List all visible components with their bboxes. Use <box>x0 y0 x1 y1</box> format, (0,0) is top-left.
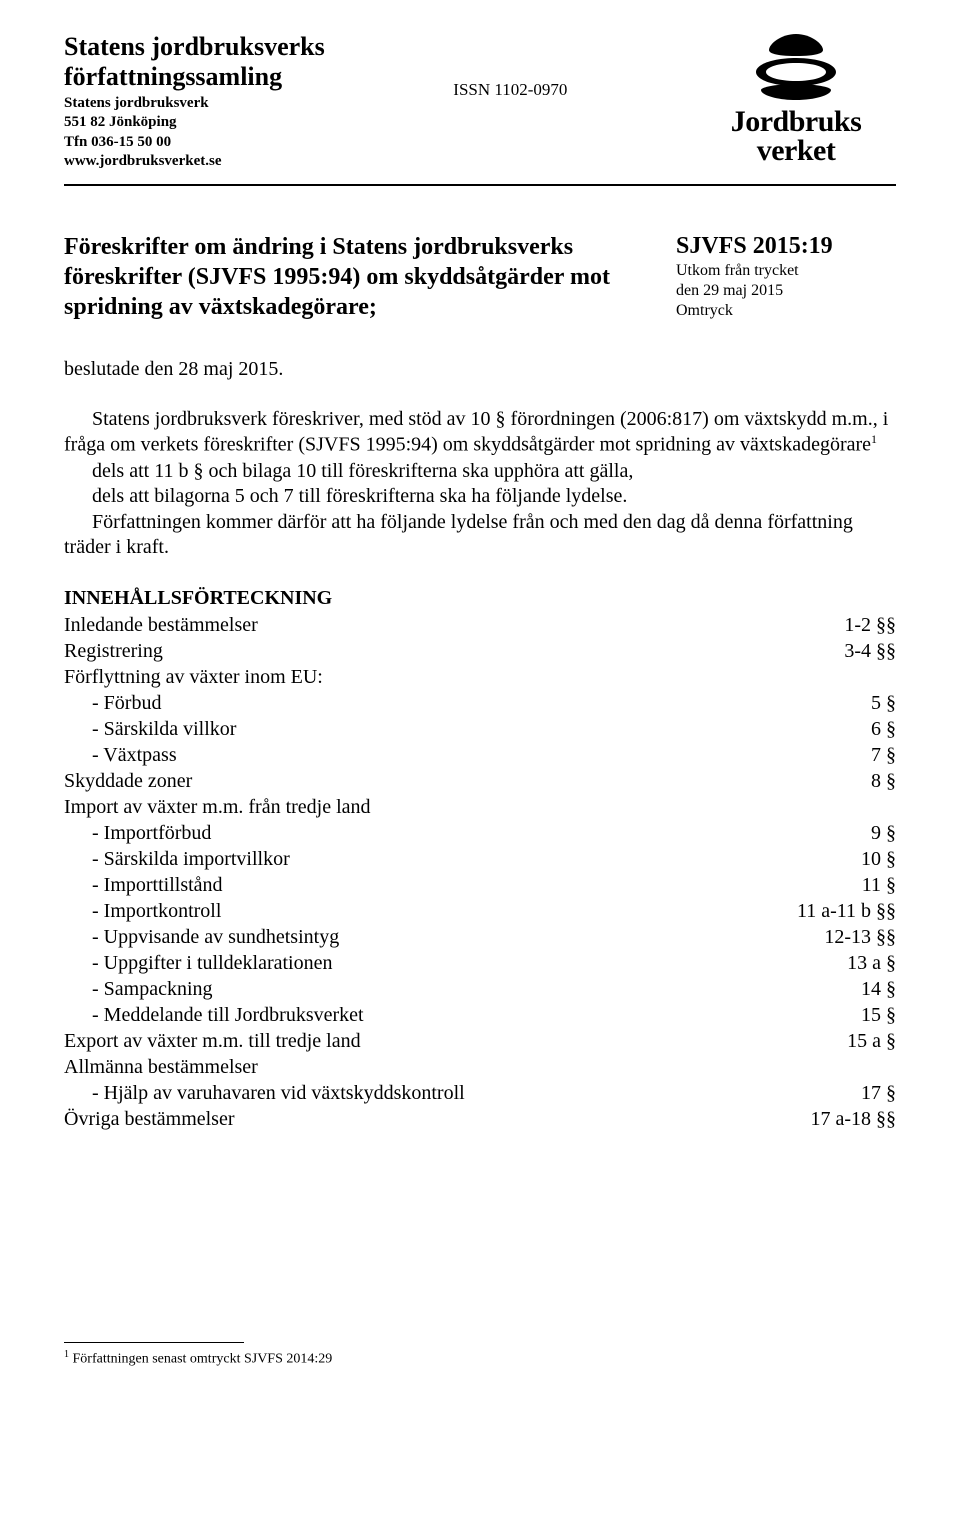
decided-line: beslutade den 28 maj 2015. <box>64 358 896 381</box>
org-title: Statens jordbruksverks författningssamli… <box>64 32 325 92</box>
jordbruksverket-logo-icon <box>741 32 851 102</box>
toc-ref: 17 § <box>845 1080 896 1106</box>
toc-row: - Uppvisande av sundhetsintyg12-13 §§ <box>64 924 896 950</box>
body-text: Statens jordbruksverk föreskriver, med s… <box>64 407 896 561</box>
document-id: SJVFS 2015:19 <box>676 232 896 261</box>
toc-label: - Uppgifter i tulldeklarationen <box>64 950 831 976</box>
issn: ISSN 1102-0970 <box>325 32 696 100</box>
toc-row: - Särskilda importvillkor10 § <box>64 846 896 872</box>
toc-ref: 12-13 §§ <box>808 924 896 950</box>
body-paragraph: Författningen kommer därför att ha följa… <box>64 510 896 561</box>
org-title-line2: författningssamling <box>64 62 282 91</box>
address-line: 551 82 Jönköping <box>64 113 325 133</box>
toc-ref: 15 a § <box>831 1028 896 1054</box>
toc-label: - Importkontroll <box>64 898 781 924</box>
logo-text: Jordbruks verket <box>696 108 896 165</box>
footnote-marker: 1 <box>871 432 877 446</box>
toc-ref: 10 § <box>845 846 896 872</box>
toc-ref: 1-2 §§ <box>828 612 896 638</box>
toc-label: Förflyttning av växter inom EU: <box>64 664 896 690</box>
page: Statens jordbruksverks författningssamli… <box>0 0 960 1408</box>
document-title: Föreskrifter om ändring i Statens jordbr… <box>64 232 624 322</box>
body-p1-text: Statens jordbruksverk föreskriver, med s… <box>64 408 888 456</box>
divider <box>64 184 896 186</box>
toc-ref: 14 § <box>845 976 896 1002</box>
footnote-rule <box>64 1342 244 1343</box>
toc-label: - Importförbud <box>64 820 855 846</box>
toc-label: - Hjälp av varuhavaren vid växtskyddskon… <box>64 1080 845 1106</box>
toc-ref: 9 § <box>855 820 896 846</box>
toc-row: - Särskilda villkor6 § <box>64 716 896 742</box>
toc-ref: 5 § <box>855 690 896 716</box>
toc-label: Skyddade zoner <box>64 768 855 794</box>
toc-row: - Meddelande till Jordbruksverket15 § <box>64 1002 896 1028</box>
toc-label: - Sampackning <box>64 976 845 1002</box>
toc-title: INNEHÅLLSFÖRTECKNING <box>64 587 896 610</box>
toc-ref: 11 a-11 b §§ <box>781 898 896 924</box>
toc-label: - Särskilda villkor <box>64 716 855 742</box>
body-paragraph: dels att 11 b § och bilaga 10 till föres… <box>64 459 896 485</box>
toc-ref: 3-4 §§ <box>828 638 896 664</box>
toc-row: - Hjälp av varuhavaren vid växtskyddskon… <box>64 1080 896 1106</box>
toc-row: Import av växter m.m. från tredje land <box>64 794 896 820</box>
footnote-text: Författningen senast omtryckt SJVFS 2014… <box>69 1352 332 1367</box>
toc-label: - Förbud <box>64 690 855 716</box>
toc-row: Skyddade zoner8 § <box>64 768 896 794</box>
address-line: Tfn 036-15 50 00 <box>64 133 325 153</box>
toc-label: Import av växter m.m. från tredje land <box>64 794 896 820</box>
toc-row: Inledande bestämmelser1-2 §§ <box>64 612 896 638</box>
address-block: Statens jordbruksverk 551 82 Jönköping T… <box>64 94 325 172</box>
toc-row: - Importtillstånd11 § <box>64 872 896 898</box>
toc-row: Export av växter m.m. till tredje land15… <box>64 1028 896 1054</box>
toc-row: Förflyttning av växter inom EU: <box>64 664 896 690</box>
toc-label: - Särskilda importvillkor <box>64 846 845 872</box>
title-row: Föreskrifter om ändring i Statens jordbr… <box>64 232 896 322</box>
toc-ref: 17 a-18 §§ <box>794 1106 896 1132</box>
toc-ref: 8 § <box>855 768 896 794</box>
toc-row: Registrering3-4 §§ <box>64 638 896 664</box>
toc-label: Inledande bestämmelser <box>64 612 828 638</box>
address-line: www.jordbruksverket.se <box>64 152 325 172</box>
logo-text-line2: verket <box>757 134 836 167</box>
toc-label: - Importtillstånd <box>64 872 846 898</box>
toc-ref: 7 § <box>855 742 896 768</box>
toc-ref: 13 a § <box>831 950 896 976</box>
toc: Inledande bestämmelser1-2 §§Registrering… <box>64 612 896 1132</box>
header: Statens jordbruksverks författningssamli… <box>64 32 896 172</box>
toc-row: - Växtpass7 § <box>64 742 896 768</box>
toc-label: Övriga bestämmelser <box>64 1106 794 1132</box>
toc-label: - Uppvisande av sundhetsintyg <box>64 924 808 950</box>
issued-line: den 29 maj 2015 <box>676 281 896 301</box>
toc-row: - Importkontroll11 a-11 b §§ <box>64 898 896 924</box>
toc-row: Allmänna bestämmelser <box>64 1054 896 1080</box>
issued-line: Utkom från trycket <box>676 261 896 281</box>
header-left: Statens jordbruksverks författningssamli… <box>64 32 325 172</box>
toc-label: - Meddelande till Jordbruksverket <box>64 1002 845 1028</box>
toc-ref: 6 § <box>855 716 896 742</box>
footnote: 1 Författningen senast omtryckt SJVFS 20… <box>64 1349 896 1368</box>
toc-label: - Växtpass <box>64 742 855 768</box>
toc-label: Export av växter m.m. till tredje land <box>64 1028 831 1054</box>
toc-ref: 15 § <box>845 1002 896 1028</box>
toc-row: - Förbud5 § <box>64 690 896 716</box>
toc-label: Allmänna bestämmelser <box>64 1054 896 1080</box>
toc-row: Övriga bestämmelser17 a-18 §§ <box>64 1106 896 1132</box>
body-paragraph: Statens jordbruksverk föreskriver, med s… <box>64 407 896 459</box>
toc-label: Registrering <box>64 638 828 664</box>
body-paragraph: dels att bilagorna 5 och 7 till föreskri… <box>64 484 896 510</box>
toc-row: - Sampackning14 § <box>64 976 896 1002</box>
org-title-line1: Statens jordbruksverks <box>64 32 325 61</box>
logo: Jordbruks verket <box>696 32 896 165</box>
toc-row: - Uppgifter i tulldeklarationen13 a § <box>64 950 896 976</box>
meta-box: SJVFS 2015:19 Utkom från trycket den 29 … <box>676 232 896 321</box>
toc-ref: 11 § <box>846 872 896 898</box>
reprint-label: Omtryck <box>676 301 896 321</box>
address-line: Statens jordbruksverk <box>64 94 325 114</box>
toc-row: - Importförbud9 § <box>64 820 896 846</box>
